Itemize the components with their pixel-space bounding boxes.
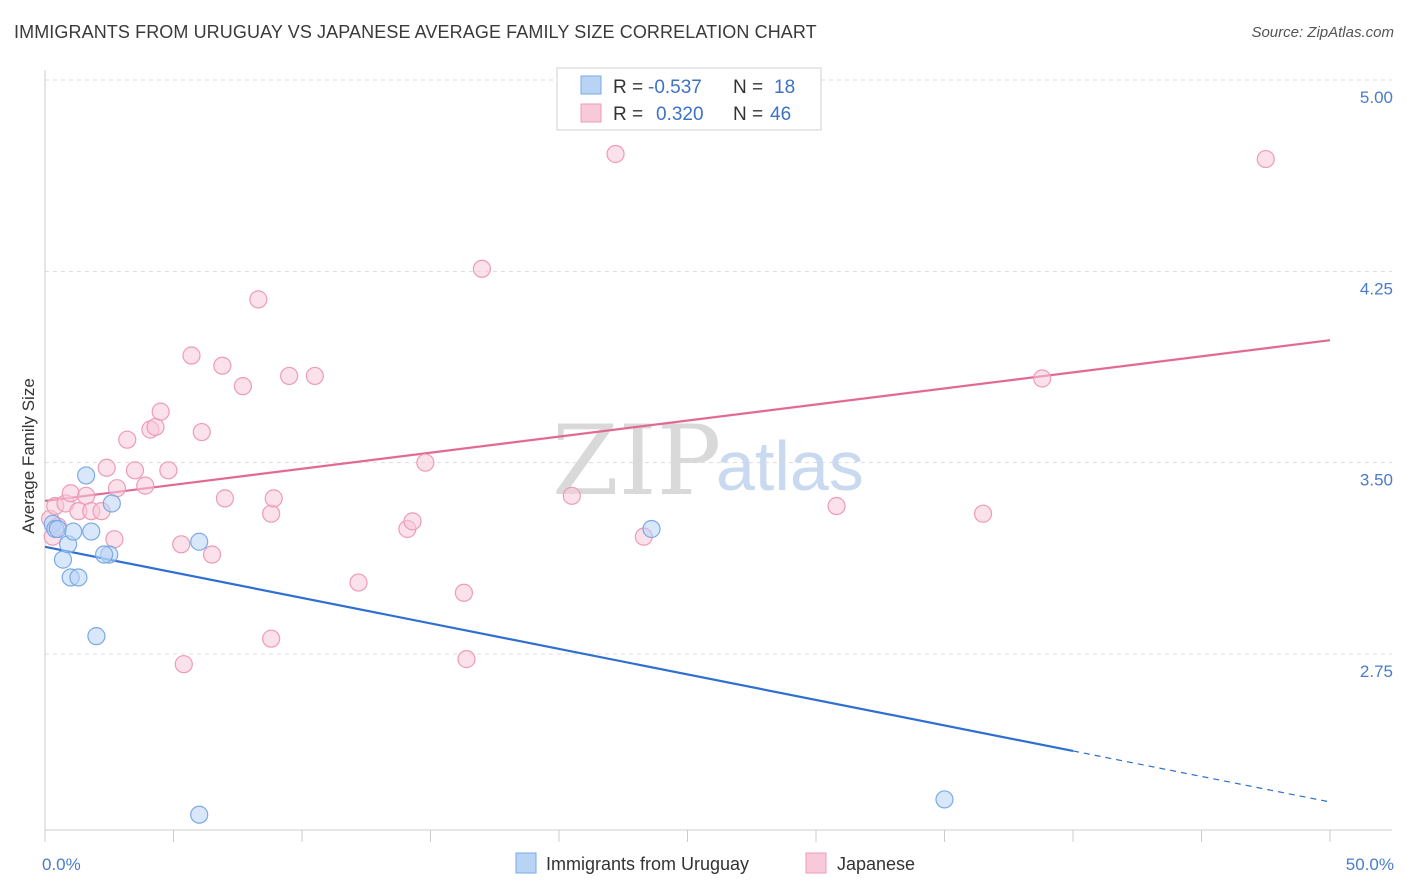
point-japanese-37 (416, 453, 435, 472)
watermark: ZIP atlas (552, 405, 864, 517)
y-tick-label-0: 2.75 (1360, 662, 1393, 681)
point-uruguay-10 (87, 627, 106, 646)
point-uruguay-6 (64, 522, 83, 541)
point-uruguay-13 (190, 532, 209, 551)
point-uruguay-7 (69, 568, 88, 587)
legend-r-label-2: R = (613, 104, 643, 125)
point-uruguay-9 (82, 522, 101, 541)
legend-r-value-2: 0.320 (656, 104, 704, 125)
point-japanese-42 (606, 144, 625, 164)
legend-n-label-1: N = (733, 77, 763, 98)
legend-swatch-japanese (580, 103, 602, 123)
axes (44, 70, 1392, 842)
series-legend-swatch-japanese (805, 852, 827, 874)
legend-r-value-1: -0.537 (648, 77, 702, 98)
source-label: Source: ZipAtlas.com (1251, 24, 1394, 41)
series-legend-swatch-uruguay (515, 852, 537, 874)
point-japanese-41 (562, 486, 581, 505)
point-japanese-17 (146, 417, 165, 437)
point-japanese-46 (1033, 369, 1052, 388)
point-japanese-33 (305, 366, 324, 386)
point-japanese-7 (77, 486, 96, 505)
point-japanese-38 (454, 583, 474, 602)
watermark-atlas: atlas (716, 427, 864, 505)
chart-title: IMMIGRANTS FROM URUGUAY VS JAPANESE AVER… (14, 22, 817, 42)
point-uruguay-17 (95, 545, 114, 564)
trend-line-1 (44, 339, 1331, 503)
point-japanese-12 (107, 479, 127, 498)
point-japanese-10 (97, 458, 116, 477)
point-japanese-5 (61, 484, 80, 503)
point-japanese-26 (215, 489, 234, 508)
legend-n-value-2: 46 (770, 104, 791, 125)
point-japanese-21 (174, 655, 193, 674)
point-japanese-20 (172, 535, 191, 554)
legend-n-label-2: N = (733, 104, 763, 125)
point-japanese-22 (182, 346, 201, 365)
point-uruguay-14 (190, 805, 209, 824)
y-axis-label: Average Family Size (19, 378, 38, 534)
x-tick-labels: 0.0% 50.0% (42, 855, 1394, 874)
point-uruguay-2 (48, 519, 67, 539)
point-japanese-11 (105, 530, 124, 549)
trend-line-extension-0 (1072, 750, 1331, 803)
series-legend: Immigrants from Uruguay Japanese (515, 852, 915, 874)
point-japanese-28 (249, 290, 268, 309)
point-uruguay-16 (935, 790, 954, 809)
point-japanese-39 (457, 650, 476, 669)
point-japanese-32 (280, 366, 299, 386)
y-tick-label-3: 5.00 (1360, 88, 1393, 107)
point-uruguay-15 (642, 519, 661, 539)
point-japanese-29 (262, 629, 281, 648)
point-japanese-24 (202, 545, 222, 564)
point-japanese-25 (213, 356, 232, 375)
correlation-legend: R = -0.537 N = 18 R = 0.320 N = 46 (556, 67, 822, 131)
point-japanese-47 (1256, 149, 1275, 169)
point-japanese-27 (233, 377, 252, 396)
point-japanese-18 (151, 402, 170, 421)
point-japanese-45 (973, 504, 993, 523)
legend-swatch-uruguay (580, 75, 602, 95)
point-uruguay-12 (102, 494, 121, 513)
series-legend-label-uruguay: Immigrants from Uruguay (546, 854, 749, 874)
y-tick-label-1: 3.50 (1360, 471, 1393, 490)
trend-line-0 (44, 545, 1074, 753)
data-points (41, 144, 1275, 824)
trend-lines (44, 339, 1331, 803)
point-japanese-19 (159, 461, 178, 480)
point-japanese-31 (264, 489, 283, 508)
gridlines (45, 79, 1392, 655)
y-tick-labels: 2.75 3.50 4.25 5.00 (1360, 88, 1393, 681)
point-uruguay-8 (77, 466, 96, 485)
point-japanese-34 (349, 573, 368, 592)
point-japanese-40 (472, 259, 491, 278)
point-japanese-14 (125, 461, 145, 480)
point-uruguay-3 (53, 550, 73, 569)
point-japanese-15 (136, 476, 155, 495)
y-tick-label-2: 4.25 (1360, 279, 1393, 298)
x-tick-label-0: 0.0% (42, 855, 81, 874)
series-legend-label-japanese: Japanese (837, 854, 915, 874)
point-japanese-30 (262, 504, 281, 523)
x-tick-label-1: 50.0% (1346, 855, 1394, 874)
point-japanese-23 (192, 422, 211, 442)
legend-n-value-1: 18 (774, 77, 795, 98)
point-japanese-44 (827, 496, 846, 516)
point-japanese-36 (403, 512, 422, 531)
point-japanese-13 (118, 430, 137, 449)
legend-r-label-1: R = (613, 77, 643, 98)
